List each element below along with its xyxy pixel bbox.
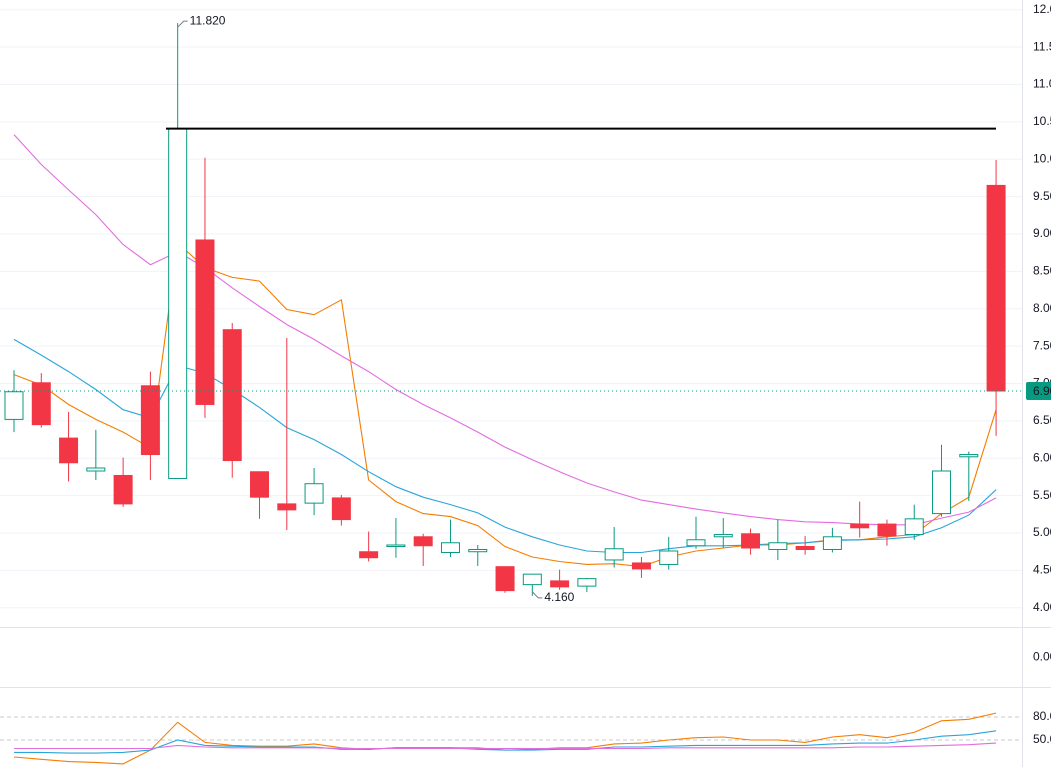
candle-body (195, 239, 215, 405)
indicator-line (13, 134, 997, 526)
y-tick-label: 11.00 (1033, 77, 1051, 91)
candle-body (932, 470, 952, 515)
candle-body (250, 471, 270, 498)
y-tick-label: 4.00 (1033, 600, 1051, 614)
candle-body (577, 578, 597, 587)
candle-body (168, 128, 188, 479)
candle-body (31, 382, 51, 426)
candle-body (686, 539, 706, 547)
candle-body (304, 483, 324, 504)
high-pointer (177, 20, 188, 28)
candle-body (222, 329, 242, 462)
candle-body (631, 562, 651, 570)
indicator-line (14, 730, 997, 754)
y-tick-label: 8.00 (1033, 301, 1051, 315)
candle-body (795, 546, 815, 550)
candle-body (495, 566, 515, 592)
y-tick-label: 7.50 (1033, 338, 1051, 352)
candle-body (822, 536, 842, 550)
low-pointer (531, 591, 543, 599)
candle-body (59, 437, 79, 464)
candle-body (140, 385, 160, 456)
candle-body (359, 551, 379, 559)
candle-body (959, 454, 979, 458)
candle-body (850, 523, 870, 529)
y-tick-label: 8.50 (1033, 264, 1051, 278)
candle-body (713, 534, 733, 538)
low-label: 4.160 (544, 590, 574, 604)
last-price-box (1026, 381, 1051, 400)
candle-body (331, 497, 351, 521)
candle-body (277, 503, 297, 511)
indicator-line (13, 338, 997, 554)
y-tick-label: 9.00 (1033, 226, 1051, 240)
y-tick-label: 6.50 (1033, 413, 1051, 427)
candle-body (986, 184, 1006, 392)
y-tick-label: 9.50 (1033, 189, 1051, 203)
y-tick-label: 6.00 (1033, 450, 1051, 464)
candle-body (768, 542, 788, 550)
candle-body (413, 536, 433, 547)
candle-body (877, 523, 897, 537)
candle-body (550, 580, 570, 588)
candle-body (659, 550, 679, 565)
last-price-label: 6.900 (1033, 384, 1051, 398)
y-tick-label: 5.50 (1033, 488, 1051, 502)
y-tick-label: 5.00 (1033, 525, 1051, 539)
y-tick-label: 11.50 (1033, 39, 1051, 53)
high-label: 11.820 (190, 13, 226, 27)
indicator-line (13, 712, 997, 765)
candle-body (386, 544, 406, 548)
y-tick-label: 50.00 (1033, 732, 1051, 746)
y-tick-label: 10.50 (1033, 114, 1051, 128)
y-tick-label: 0.00 (1033, 650, 1051, 664)
candle-body (904, 518, 924, 536)
candle-body (86, 467, 106, 472)
indicator-line (14, 742, 997, 750)
candle-body (113, 474, 133, 505)
candle-body (522, 573, 542, 586)
candle-body (741, 533, 761, 549)
y-tick-label: 10.00 (1033, 151, 1051, 165)
indicator-line (13, 241, 997, 568)
candle-body (4, 391, 24, 420)
y-tick-label: 12.00 (1033, 2, 1051, 16)
y-tick-label: 80.00 (1033, 709, 1051, 723)
candle-body (604, 548, 624, 561)
y-tick-label: 4.50 (1033, 563, 1051, 577)
candle-body (440, 542, 460, 553)
candle-body (468, 548, 488, 553)
